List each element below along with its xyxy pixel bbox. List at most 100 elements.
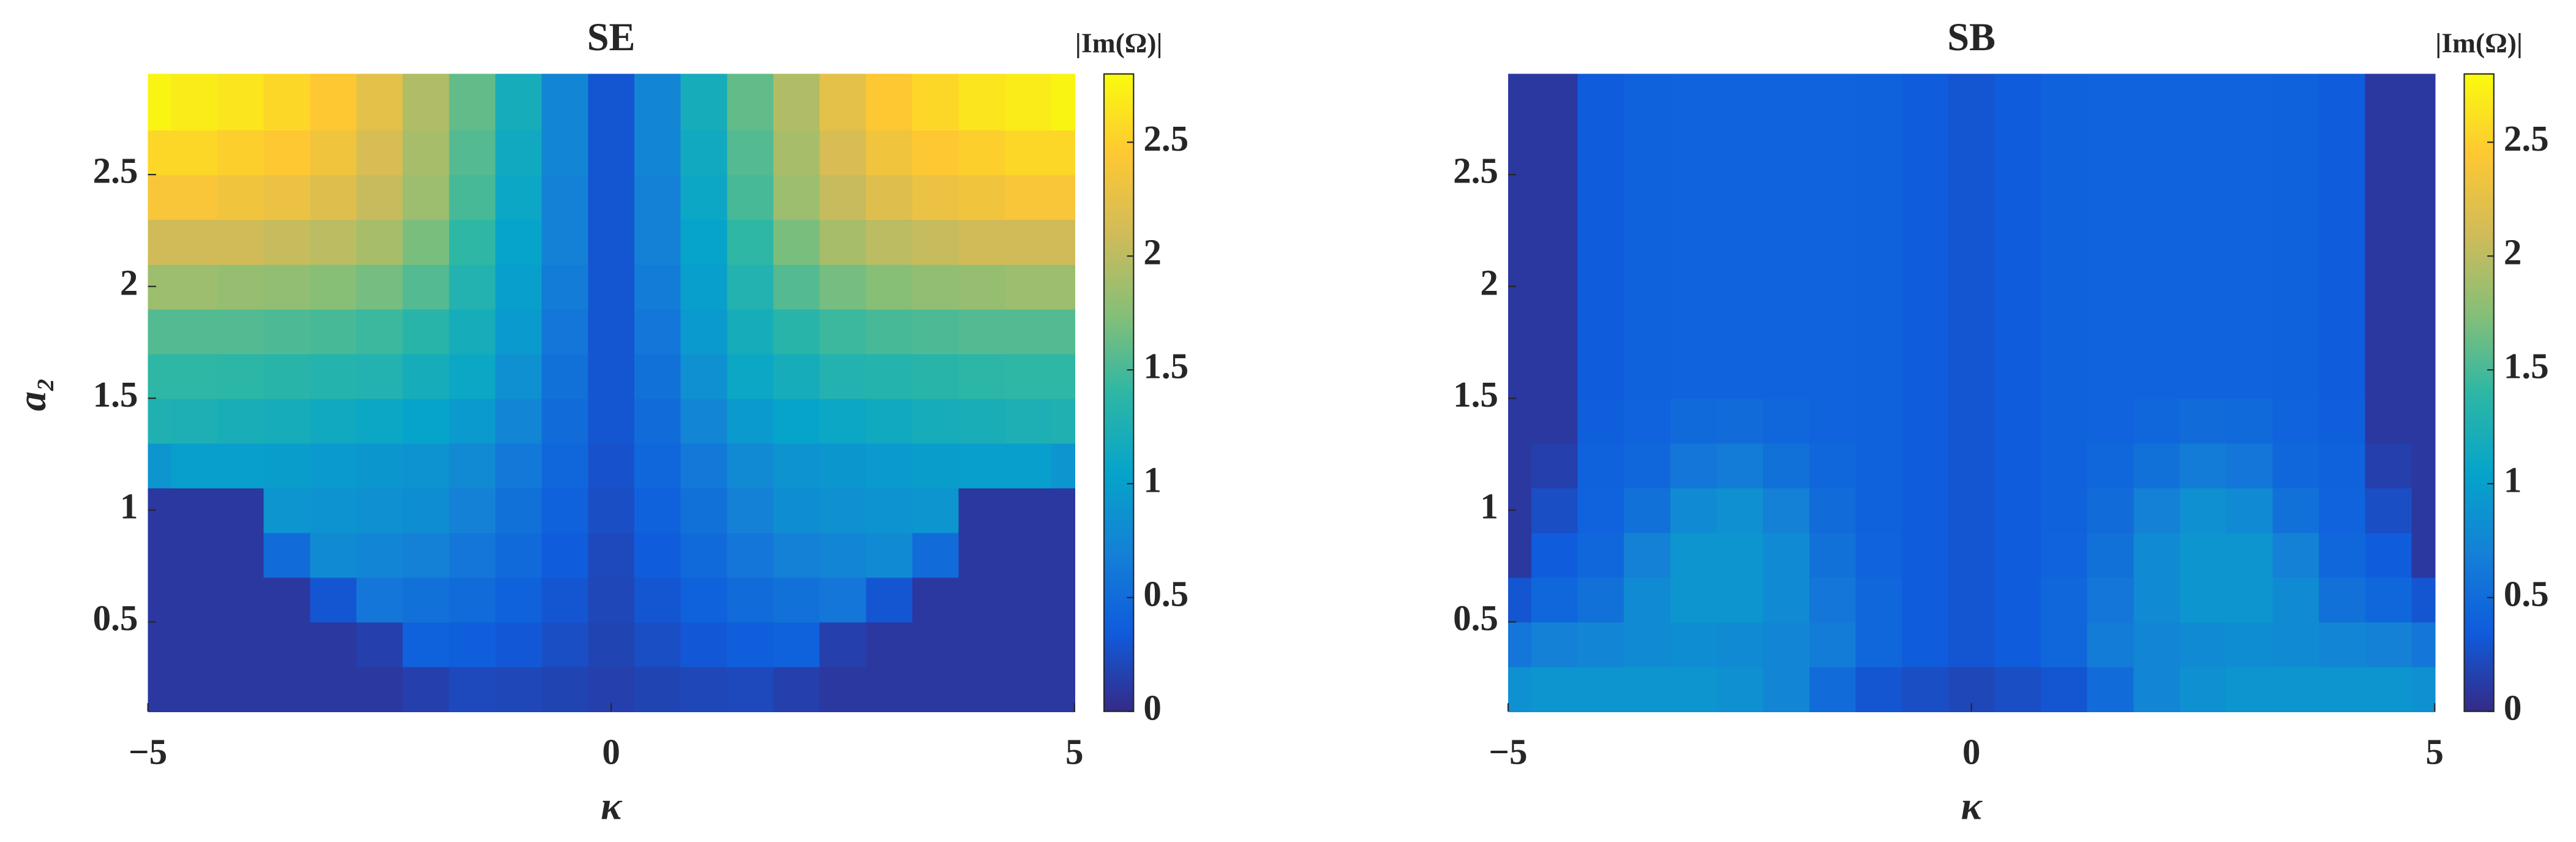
heatmap-cell <box>634 398 682 444</box>
heatmap-cell <box>1051 443 1075 489</box>
heatmap-cell <box>2041 577 2088 623</box>
heatmap-cell <box>1994 353 2042 399</box>
heatmap-cell <box>356 309 404 355</box>
heatmap-cell <box>1508 130 1532 176</box>
heatmap-cell <box>819 532 867 578</box>
heatmap-cell <box>449 309 497 355</box>
heatmap-cell <box>1624 666 1671 712</box>
heatmap-cell <box>148 219 172 265</box>
heatmap-cell <box>356 443 404 489</box>
heatmap-cell <box>1670 622 1718 667</box>
heatmap-cell <box>2365 264 2413 310</box>
heatmap-cell <box>171 264 219 310</box>
heatmap-cell <box>588 532 636 578</box>
heatmap-cell <box>958 175 1006 220</box>
heatmap-cell <box>958 264 1006 310</box>
heatmap-cell <box>1994 398 2042 444</box>
heatmap-cell <box>680 443 728 489</box>
heatmap-cell <box>866 622 913 667</box>
heatmap-cell <box>1855 622 1903 667</box>
heatmap-cell <box>402 443 450 489</box>
heatmap-cell <box>1670 666 1718 712</box>
colorbar-tick-label: 0 <box>1143 687 1162 727</box>
heatmap-cell <box>1809 73 1857 131</box>
colorbar-label: |Im(Ω)| <box>2435 28 2523 59</box>
heatmap-cell <box>2365 73 2413 131</box>
heatmap-cell <box>449 264 497 310</box>
heatmap-cell <box>171 487 219 533</box>
heatmap-cell <box>1508 353 1532 399</box>
heatmap-cell <box>1531 219 1579 265</box>
heatmap-cell <box>1005 73 1052 131</box>
heatmap-cell <box>1670 353 1718 399</box>
heatmap-cell <box>2180 73 2227 131</box>
heatmap-cell <box>402 73 450 131</box>
heatmap-cell <box>1855 532 1903 578</box>
heatmap-cell <box>1902 443 1949 489</box>
heatmap-cell <box>1716 666 1764 712</box>
heatmap-cell <box>2180 532 2227 578</box>
heatmap-cell <box>1902 219 1949 265</box>
heatmap-cell <box>310 309 358 355</box>
heatmap-cell <box>2226 532 2274 578</box>
heatmap-cell <box>2226 353 2274 399</box>
heatmap-cell <box>1716 487 1764 533</box>
heatmap-cell <box>1624 264 1671 310</box>
heatmap-cell <box>1763 622 1810 667</box>
heatmap-cell <box>495 577 543 623</box>
heatmap-cell <box>1508 219 1532 265</box>
heatmap-cell <box>171 73 219 131</box>
heatmap-cell <box>1005 353 1052 399</box>
heatmap-cell <box>1716 73 1764 131</box>
heatmap-cell <box>1763 353 1810 399</box>
heatmap-cell <box>310 264 358 310</box>
heatmap-cell <box>148 309 172 355</box>
heatmap-cell <box>1577 622 1625 667</box>
heatmap-cell <box>2180 219 2227 265</box>
colorbar-label: |Im(Ω)| <box>1075 28 1163 59</box>
heatmap-cell <box>495 666 543 712</box>
heatmap-cell <box>2087 398 2135 444</box>
heatmap-cell <box>958 532 1006 578</box>
heatmap-cell <box>495 443 543 489</box>
heatmap-cell <box>2319 130 2366 176</box>
heatmap-cell <box>1809 487 1857 533</box>
heatmap-cell <box>1051 577 1075 623</box>
heatmap-cell <box>680 130 728 176</box>
heatmap-cell <box>1670 264 1718 310</box>
heatmap-cell <box>2133 666 2181 712</box>
colorbar-tick-label: 1.5 <box>1143 346 1188 386</box>
heatmap-cell <box>1855 130 1903 176</box>
heatmap-cell <box>1531 622 1579 667</box>
heatmap-cell <box>1670 130 1718 176</box>
heatmap-cell <box>680 622 728 667</box>
heatmap-cell <box>2365 353 2413 399</box>
heatmap-cell <box>588 309 636 355</box>
heatmap-cell <box>356 73 404 131</box>
heatmap-cell <box>217 443 265 489</box>
heatmap-cell <box>1809 398 1857 444</box>
heatmap-cell <box>958 577 1006 623</box>
chart: SB −5 0 5 0.5 1 1.5 2 2.5 κ 0 0.5 1 1.5 2 2.5 |Im(Ω)| <box>1453 15 2549 828</box>
heatmap-cell <box>2087 130 2135 176</box>
heatmap-cell <box>2272 175 2320 220</box>
heatmap-cell <box>1763 398 1810 444</box>
heatmap-cell <box>1005 398 1052 444</box>
heatmap-cell <box>1994 73 2042 131</box>
heatmap-cell <box>1855 577 1903 623</box>
heatmap-cell <box>1902 577 1949 623</box>
heatmap-cell <box>2319 398 2366 444</box>
heatmap-cell <box>2180 443 2227 489</box>
heatmap-cell <box>1994 487 2042 533</box>
heatmap-cell <box>356 353 404 399</box>
heatmap-cell <box>634 130 682 176</box>
heatmap-cell <box>2226 309 2274 355</box>
heatmap-cell <box>866 398 913 444</box>
heatmap-cell <box>1948 398 1996 444</box>
heatmap-cell <box>2180 666 2227 712</box>
heatmap-cell <box>495 353 543 399</box>
heatmap-cell <box>2365 398 2413 444</box>
heatmap-cell <box>495 487 543 533</box>
heatmap-cell <box>588 443 636 489</box>
